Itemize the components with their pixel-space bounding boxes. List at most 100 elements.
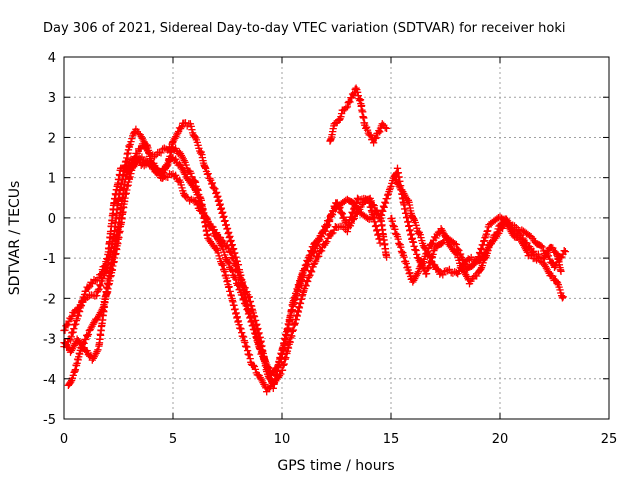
data-point xyxy=(93,305,106,324)
data-point xyxy=(430,228,444,242)
data-point xyxy=(191,185,205,210)
data-point xyxy=(121,174,133,202)
data-point xyxy=(465,253,481,266)
data-point xyxy=(234,268,253,302)
data-point xyxy=(361,121,372,137)
y-tick-label: 1 xyxy=(48,172,56,187)
data-point xyxy=(82,346,95,360)
data-point xyxy=(539,259,553,277)
data-point xyxy=(202,164,220,198)
data-point xyxy=(393,232,408,259)
data-point xyxy=(154,165,167,177)
data-point xyxy=(284,321,299,352)
y-tick-label: 0 xyxy=(48,212,56,227)
data-point xyxy=(365,131,377,144)
data-point xyxy=(278,306,297,354)
series-track-b xyxy=(60,153,391,392)
data-point xyxy=(553,278,567,302)
data-point xyxy=(110,166,124,207)
data-point xyxy=(71,343,85,375)
y-tick-label: -1 xyxy=(43,252,56,267)
data-point xyxy=(518,238,532,256)
data-point xyxy=(256,345,274,377)
data-point xyxy=(169,127,183,146)
data-point xyxy=(352,84,364,105)
x-tick-label: 5 xyxy=(169,432,177,447)
data-points xyxy=(60,84,570,396)
data-point xyxy=(212,232,226,251)
data-point xyxy=(169,154,182,169)
data-point xyxy=(518,234,531,247)
data-point xyxy=(487,222,503,248)
data-point xyxy=(219,261,233,291)
x-tick-label: 10 xyxy=(274,432,291,447)
data-point xyxy=(95,311,107,350)
y-tick-label: -2 xyxy=(43,292,56,307)
data-point xyxy=(311,222,329,255)
y-tick-label: 3 xyxy=(48,91,56,106)
data-point xyxy=(289,266,307,311)
data-point xyxy=(175,148,189,167)
data-point xyxy=(415,228,429,252)
data-point xyxy=(241,338,255,366)
data-point xyxy=(186,120,198,140)
data-point xyxy=(415,252,429,273)
y-tick-label: -5 xyxy=(43,413,56,428)
data-point xyxy=(247,360,263,380)
data-point xyxy=(66,338,80,356)
data-point xyxy=(529,234,546,251)
y-tick-label: 4 xyxy=(48,51,56,66)
data-point xyxy=(546,271,560,285)
data-point xyxy=(175,160,189,179)
data-point xyxy=(93,263,111,300)
data-point xyxy=(382,253,391,261)
data-point xyxy=(409,268,423,286)
data-point xyxy=(452,264,466,278)
axis-ticks: 0 5 10 15 20 25 -5 -4 -3 -2 -1 0 1 2 3 4 xyxy=(43,51,617,447)
data-point xyxy=(82,278,95,295)
data-point xyxy=(278,343,292,374)
x-tick-label: 25 xyxy=(601,432,618,447)
data-point xyxy=(212,188,231,233)
data-point xyxy=(509,227,524,240)
data-point xyxy=(182,193,197,205)
y-tick-label: 2 xyxy=(48,131,56,146)
data-point xyxy=(559,293,567,301)
x-tick-label: 15 xyxy=(383,432,400,447)
data-point xyxy=(223,224,242,269)
data-point xyxy=(524,242,538,257)
data-point xyxy=(182,173,198,191)
data-point xyxy=(387,214,401,239)
data-point xyxy=(330,118,341,128)
data-point xyxy=(400,253,416,284)
chart-title: Day 306 of 2021, Sidereal Day-to-day VTE… xyxy=(43,21,565,36)
y-tick-label: -4 xyxy=(43,373,56,388)
data-point xyxy=(343,195,361,212)
data-point xyxy=(557,267,565,275)
data-point xyxy=(269,370,285,388)
data-point xyxy=(197,200,211,224)
x-tick-label: 20 xyxy=(492,432,509,447)
data-point xyxy=(226,263,242,290)
data-point xyxy=(245,309,264,352)
data-point xyxy=(88,346,102,364)
series-track-d xyxy=(64,153,275,390)
data-point xyxy=(88,276,101,288)
data-point xyxy=(234,281,253,318)
grid-lines xyxy=(64,57,609,419)
data-point xyxy=(376,239,384,247)
data-point xyxy=(191,133,205,157)
data-point xyxy=(437,225,451,243)
data-point xyxy=(103,269,116,296)
data-point xyxy=(356,96,369,127)
data-point xyxy=(73,287,89,323)
x-axis-label: GPS time / hours xyxy=(277,458,394,474)
data-point xyxy=(465,272,481,288)
data-point xyxy=(226,247,242,276)
data-point xyxy=(422,246,438,278)
data-point xyxy=(64,368,78,390)
y-tick-label: -3 xyxy=(43,333,56,348)
data-point xyxy=(409,238,423,263)
data-point xyxy=(561,247,570,256)
